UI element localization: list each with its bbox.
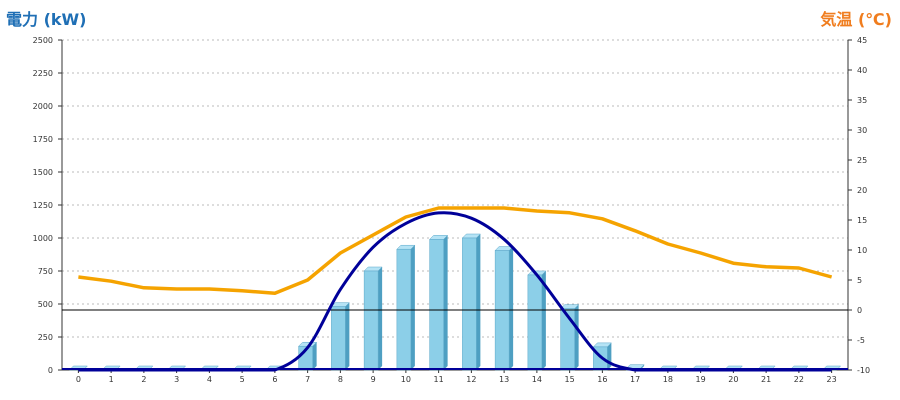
x-tick-label: 16 (597, 375, 607, 384)
bar (429, 235, 449, 371)
left-axis-title: 電力 (kW) (6, 10, 87, 29)
x-tick-label: 22 (794, 375, 804, 384)
x-tick-label: 6 (272, 375, 277, 384)
bar (396, 244, 416, 371)
x-tick-label: 21 (761, 375, 771, 384)
x-tick-label: 12 (466, 375, 476, 384)
left-tick-label: 1250 (33, 201, 53, 210)
bar (461, 233, 481, 371)
x-tick-label: 7 (305, 375, 310, 384)
power-curve (78, 211, 832, 372)
bar (494, 246, 514, 371)
right-tick-label: 30 (857, 126, 867, 135)
right-tick-label: 25 (857, 156, 867, 165)
left-tick-label: 2250 (33, 69, 53, 78)
left-tick-label: 500 (38, 300, 53, 309)
x-tick-label: 2 (141, 375, 146, 384)
right-tick-label: 0 (857, 306, 862, 315)
right-tick-label: 15 (857, 216, 867, 225)
x-tick-label: 14 (532, 375, 542, 384)
right-tick-label: 40 (857, 66, 867, 75)
bar (527, 270, 547, 371)
x-tick-label: 15 (565, 375, 575, 384)
temperature-line (78, 206, 833, 295)
right-tick-label: 10 (857, 246, 867, 255)
left-tick-label: 1750 (33, 135, 53, 144)
x-tick-label: 9 (371, 375, 376, 384)
x-tick-label: 23 (827, 375, 837, 384)
right-axis-title: 気温 (℃) (820, 10, 892, 29)
right-tick-label: -10 (857, 366, 870, 375)
right-tick-label: 45 (857, 36, 867, 45)
left-tick-label: 750 (38, 267, 53, 276)
x-tick-label: 5 (240, 375, 245, 384)
x-tick-label: 17 (630, 375, 640, 384)
right-tick-label: 5 (857, 276, 862, 285)
right-tick-label: 35 (857, 96, 867, 105)
left-tick-label: 2000 (33, 102, 53, 111)
bar (560, 304, 580, 371)
left-tick-label: 1000 (33, 234, 53, 243)
x-tick-label: 20 (728, 375, 738, 384)
left-tick-label: 1500 (33, 168, 53, 177)
x-tick-label: 0 (76, 375, 81, 384)
x-tick-label: 10 (401, 375, 411, 384)
right-tick-label: 20 (857, 186, 867, 195)
x-tick-label: 18 (663, 375, 673, 384)
x-tick-label: 1 (109, 375, 114, 384)
x-tick-label: 3 (174, 375, 179, 384)
right-tick-label: -5 (857, 336, 865, 345)
baseline (62, 368, 848, 370)
left-tick-label: 0 (48, 366, 53, 375)
x-tick-label: 13 (499, 375, 509, 384)
x-tick-label: 19 (696, 375, 706, 384)
bar (363, 266, 383, 371)
left-tick-label: 2500 (33, 36, 53, 45)
x-tick-label: 11 (434, 375, 444, 384)
x-tick-label: 8 (338, 375, 343, 384)
bar (330, 302, 350, 371)
x-tick-label: 4 (207, 375, 212, 384)
left-tick-label: 250 (38, 333, 53, 342)
